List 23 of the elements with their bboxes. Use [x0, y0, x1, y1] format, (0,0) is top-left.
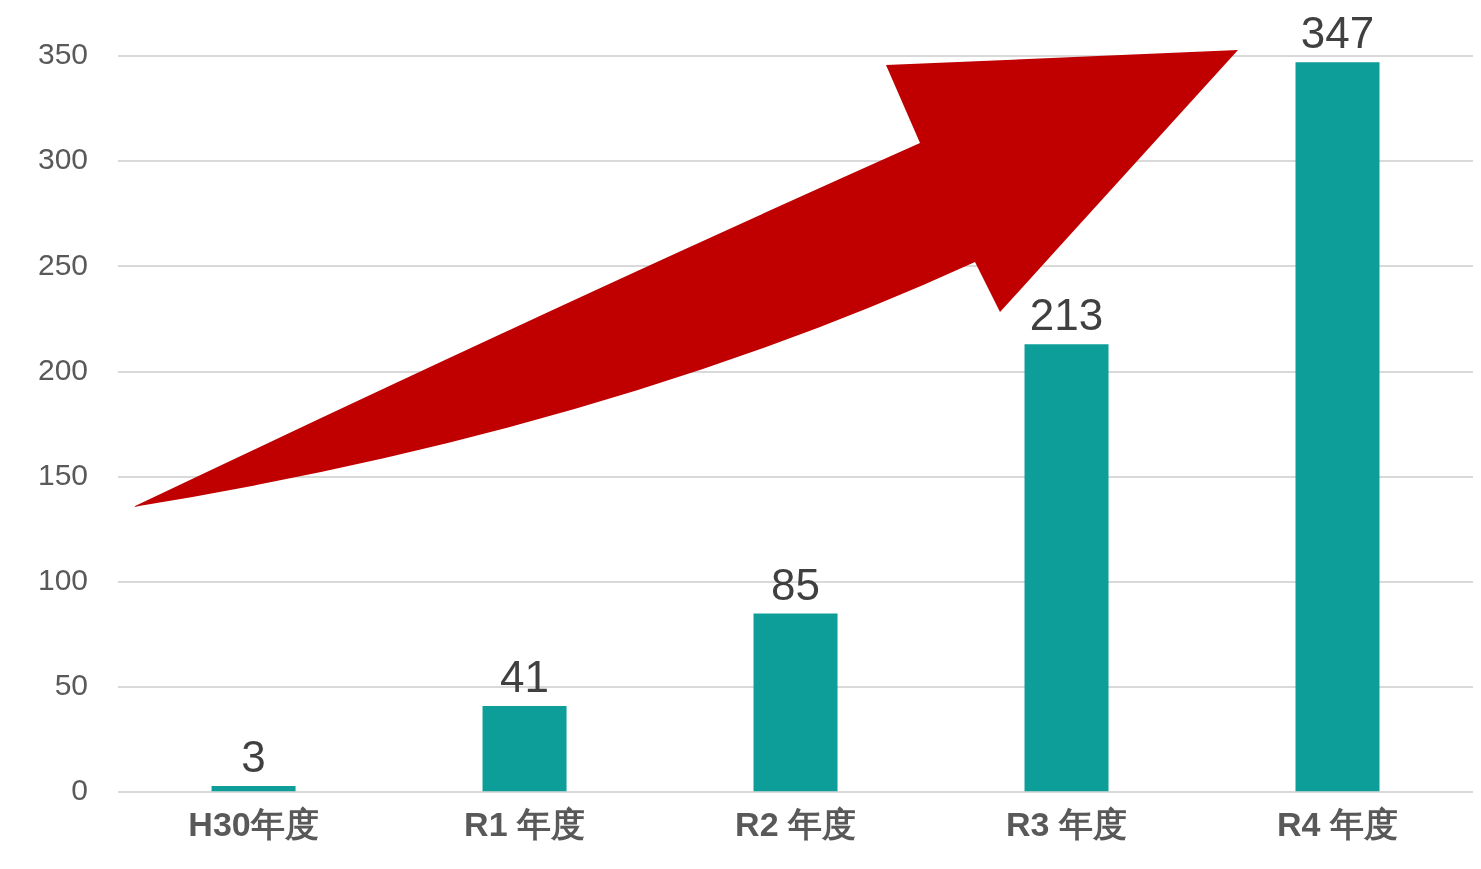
bar — [1024, 344, 1109, 792]
bar — [1295, 62, 1380, 792]
data-label: 213 — [1029, 290, 1104, 340]
y-tick-label: 150 — [37, 457, 89, 491]
y-tick-label: 200 — [37, 352, 89, 386]
data-label: 85 — [771, 559, 820, 609]
y-tick-label: 100 — [37, 563, 89, 597]
y-tick-label: 350 — [37, 37, 89, 71]
x-tick-label: R2 年度 — [735, 804, 856, 843]
x-tick-label: R1 年度 — [464, 804, 585, 843]
x-tick-label: R3 年度 — [1006, 804, 1127, 843]
bar — [211, 785, 296, 792]
bar — [482, 705, 567, 792]
y-tick-label: 50 — [54, 668, 89, 702]
x-tick-label: R4 年度 — [1277, 804, 1398, 843]
y-tick-label: 300 — [37, 142, 89, 176]
data-label: 347 — [1300, 8, 1375, 58]
y-tick-label: 0 — [71, 773, 89, 807]
x-tick-label: H30年度 — [188, 804, 319, 843]
data-label: 3 — [241, 732, 266, 782]
data-label: 41 — [500, 652, 550, 702]
bar — [753, 613, 838, 792]
y-tick-label: 250 — [37, 247, 89, 281]
